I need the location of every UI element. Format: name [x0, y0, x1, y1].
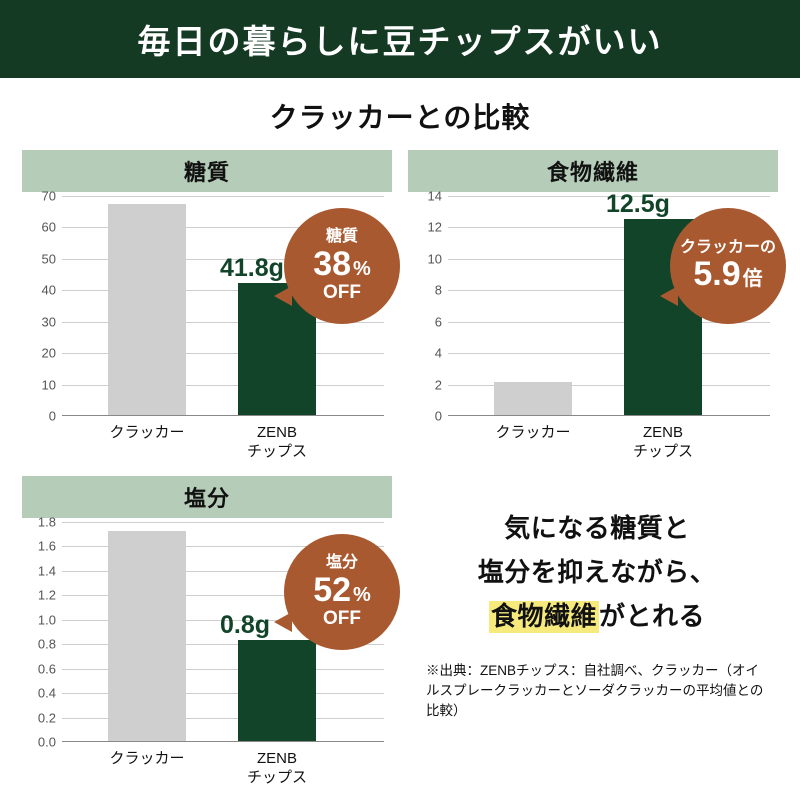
badge-tail-icon [274, 286, 292, 306]
chart-title: 食物繊維 [408, 150, 778, 192]
bar-cracker [108, 204, 186, 415]
value-label: 41.8g [220, 254, 284, 283]
summary-highlight: 食物繊維 [489, 601, 599, 633]
badge-big: 38 [313, 246, 351, 283]
y-axis: 010203040506070 [22, 196, 60, 416]
badge-line3: OFF [323, 283, 361, 304]
grid-line [62, 522, 384, 523]
chart-title: 塩分 [22, 476, 392, 518]
summary-line1: 気になる糖質と [504, 513, 690, 543]
x-label: クラッカー [102, 750, 192, 769]
subtitle: クラッカーとの比較 [0, 96, 800, 136]
y-axis: 0.00.20.40.60.81.01.21.41.61.8 [22, 522, 60, 742]
y-tick: 10 [42, 377, 56, 392]
x-label: ZENBチップス [232, 424, 322, 462]
y-tick: 0 [49, 409, 56, 424]
y-tick: 1.8 [38, 515, 56, 530]
y-tick: 10 [428, 251, 442, 266]
y-tick: 0.2 [38, 710, 56, 725]
y-tick: 12 [428, 220, 442, 235]
summary-line2: 塩分を抑えながら、 [478, 557, 717, 587]
footnote: ※出典：ZENBチップス：自社調べ、クラッカー（オイルスプレークラッカーとソーダ… [424, 661, 770, 722]
y-tick: 0.8 [38, 637, 56, 652]
value-label: 12.5g [606, 190, 670, 219]
y-tick: 30 [42, 314, 56, 329]
chart-title: 糖質 [22, 150, 392, 192]
badge-big: 5.9 [693, 256, 740, 293]
grid-line [448, 353, 770, 354]
x-label: ZENBチップス [618, 424, 708, 462]
y-tick: 50 [42, 251, 56, 266]
x-labels: クラッカー ZENBチップス [448, 420, 770, 460]
badge-suffix: % [353, 584, 371, 606]
value-label: 0.8g [220, 611, 270, 640]
y-tick: 0 [435, 409, 442, 424]
y-tick: 0.6 [38, 661, 56, 676]
badge-line2: 52% [313, 572, 371, 609]
summary-text: 気になる糖質と 塩分を抑えながら、 食物繊維がとれる [424, 506, 770, 639]
y-tick: 1.6 [38, 539, 56, 554]
summary-block: 気になる糖質と 塩分を抑えながら、 食物繊維がとれる ※出典：ZENBチップス：… [408, 476, 778, 721]
badge-suffix: % [353, 258, 371, 280]
chart-grid: 糖質01020304050607041.8gクラッカーZENBチップス糖質38%… [0, 150, 800, 786]
badge-line3: OFF [323, 609, 361, 630]
x-label: クラッカー [488, 424, 578, 443]
y-tick: 1.4 [38, 563, 56, 578]
badge-tail-icon [274, 612, 292, 632]
y-tick: 2 [435, 377, 442, 392]
badge-line2: 38% [313, 246, 371, 283]
summary-panel: 気になる糖質と 塩分を抑えながら、 食物繊維がとれる ※出典：ZENBチップス：… [408, 476, 778, 786]
y-tick: 8 [435, 283, 442, 298]
x-labels: クラッカー ZENBチップス [62, 746, 384, 786]
y-tick: 70 [42, 189, 56, 204]
summary-line3-rest: がとれる [599, 601, 705, 631]
bar-zenb [238, 640, 316, 741]
y-axis: 02468101214 [408, 196, 446, 416]
y-tick: 20 [42, 346, 56, 361]
x-labels: クラッカー ZENBチップス [62, 420, 384, 460]
y-tick: 1.2 [38, 588, 56, 603]
badge-tail-icon [660, 286, 678, 306]
badge: クラッカーの5.9倍 [670, 208, 786, 324]
badge: 塩分52%OFF [284, 534, 400, 650]
bar-cracker [108, 531, 186, 741]
banner-text: 毎日の暮らしに豆チップスがいい [138, 15, 663, 63]
badge-suffix: 倍 [743, 268, 763, 290]
badge: 糖質38%OFF [284, 208, 400, 324]
y-tick: 40 [42, 283, 56, 298]
banner: 毎日の暮らしに豆チップスがいい [0, 0, 800, 78]
panel-fiber: 食物繊維 0 2 4 6 8 10 12 14 12.5g クラッカー ZENBチップス クラッカーの5… [408, 150, 778, 460]
y-tick: 0.0 [38, 735, 56, 750]
badge-line1: クラッカーの [680, 239, 776, 257]
badge-line1: 塩分 [326, 554, 358, 572]
y-tick: 6 [435, 314, 442, 329]
y-tick: 1.0 [38, 612, 56, 627]
x-label: ZENBチップス [232, 750, 322, 788]
bar-cracker [494, 382, 572, 415]
panel-salt: 塩分 0.0 0.2 0.4 0.6 0.8 1.0 1.2 1.4 1.6 1.8 0.8g クラッカ… [22, 476, 392, 786]
y-tick: 0.4 [38, 686, 56, 701]
y-tick: 4 [435, 346, 442, 361]
badge-line2: 5.9倍 [693, 256, 762, 293]
y-tick: 14 [428, 189, 442, 204]
badge-big: 52 [313, 572, 351, 609]
grid-line [62, 196, 384, 197]
y-tick: 60 [42, 220, 56, 235]
x-label: クラッカー [102, 424, 192, 443]
panel-sugar: 糖質01020304050607041.8gクラッカーZENBチップス糖質38%… [22, 150, 392, 460]
badge-line1: 糖質 [326, 228, 358, 246]
